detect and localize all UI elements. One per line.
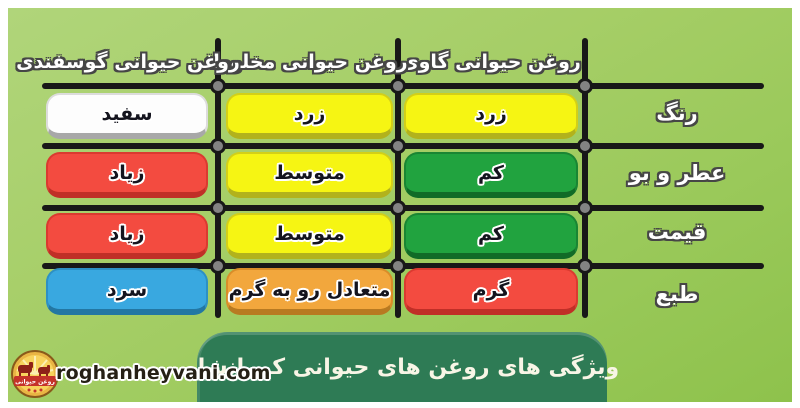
grid-node-icon [577,138,593,154]
cell-pill-aroma-sheep: زیاد [46,152,208,198]
grid-vline-1 [582,38,588,318]
page-title: ویژگی های روغن های حیوانی کرمانشاه [184,354,620,380]
logo-ribbon [14,376,56,386]
logo-ribbon-text: روغن حیوانی [15,379,55,386]
grid-node-icon [577,78,593,94]
grid-node-icon [210,258,226,274]
logo-dots [27,388,43,393]
grid-node-icon [210,200,226,216]
cell-pill-color-mixed: زرد [226,93,393,139]
cell-pill-aroma-cow: کم [404,152,578,198]
cell-pill-color-sheep: سفید [46,93,208,139]
grid-node-icon [577,200,593,216]
grid-vline-2 [395,38,401,318]
watermark-site-text: roghanheyvani.com [56,362,271,384]
column-header-cow-oil: روغن حیوانی گاوی [401,51,581,73]
row-label-price: قیمت [647,220,707,244]
cow-icon [18,362,50,376]
grid-node-icon [390,138,406,154]
cell-pill-nature-mixed: متعادل رو به گرم [226,268,393,315]
column-header-sheep-oil: روغن حیوانی گوسفندی [16,51,240,73]
column-header-mixed-oil: روغن حیوانی مخلوط [210,51,408,73]
cell-pill-price-mixed: متوسط [226,213,393,259]
grid-vline-3 [215,38,221,318]
grid-node-icon [390,200,406,216]
grid-node-icon [577,258,593,274]
grid-node-icon [210,138,226,154]
cell-pill-nature-cow: گرم [404,268,578,315]
row-label-aroma: عطر و بو [628,161,726,185]
grid-node-icon [390,258,406,274]
cell-pill-price-cow: کم [404,213,578,259]
roghanheyvani-logo-icon: روغن حیوانی [11,350,59,398]
cell-pill-aroma-mixed: متوسط [226,152,393,198]
cell-pill-nature-sheep: سرد [46,268,208,315]
grid-node-icon [390,78,406,94]
cell-pill-color-cow: زرد [404,93,578,139]
title-banner: ویژگی های روغن های حیوانی کرمانشاه [185,332,619,402]
grid-node-icon [210,78,226,94]
row-label-nature: طبع [655,282,699,306]
cell-pill-price-sheep: زیاد [46,213,208,259]
row-label-color: رنگ [656,101,698,125]
